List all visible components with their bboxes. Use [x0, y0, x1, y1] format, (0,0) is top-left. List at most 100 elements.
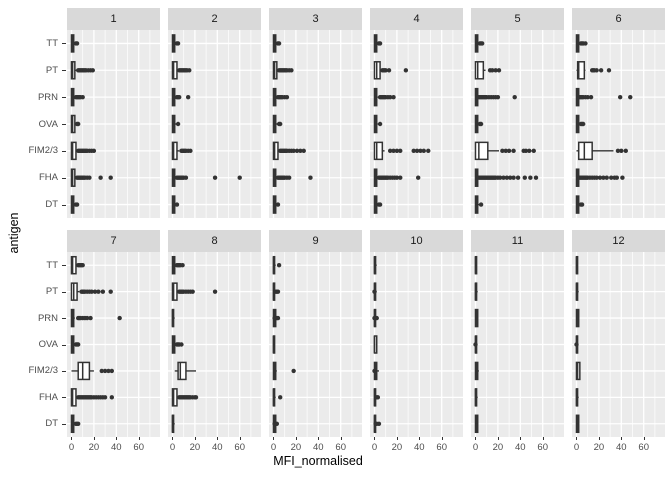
x-tick-label: 60 [436, 442, 447, 453]
y-tick-label: PRN [37, 312, 58, 324]
y-tick-mark [62, 265, 66, 267]
x-tick-label: 0 [68, 442, 75, 453]
x-tick-mark [194, 437, 196, 440]
x-tick-mark [273, 437, 275, 440]
x-axis-title: MFI_normalised [273, 454, 363, 468]
y-tick-label: PRN [37, 91, 58, 103]
x-tick-mark [576, 437, 578, 440]
facet-label: 2 [211, 13, 218, 25]
facet-panel [370, 30, 463, 218]
x-tick-mark [475, 437, 477, 440]
x-tick-label: 40 [313, 442, 324, 453]
facet-panel [471, 252, 564, 437]
y-tick-mark [62, 177, 66, 179]
facet-strip: 7 [67, 230, 160, 252]
facet-panel-svg [572, 30, 665, 218]
x-tick-mark [71, 437, 73, 440]
facet-panel [269, 30, 362, 218]
x-tick-mark [239, 437, 241, 440]
x-tick-mark [340, 437, 342, 440]
facet-panel-svg [269, 252, 362, 437]
facet-panel-svg [370, 252, 463, 437]
y-tick-label: FIM2/3 [28, 145, 58, 157]
x-tick-mark [217, 437, 219, 440]
y-tick-label: TT [46, 37, 58, 49]
facet-panel [370, 252, 463, 437]
facet-label: 4 [413, 13, 420, 25]
facet-panel [67, 30, 160, 218]
x-tick-mark [542, 437, 544, 440]
facet-strip: 11 [471, 230, 564, 252]
y-tick-mark [62, 150, 66, 152]
y-tick-mark [62, 70, 66, 72]
x-tick-mark [172, 437, 174, 440]
facet-label: 5 [514, 13, 521, 25]
x-tick-label: 20 [88, 442, 100, 453]
x-tick-label: 20 [189, 442, 201, 453]
y-tick-label: FHA [39, 172, 58, 184]
facet-strip: 4 [370, 8, 463, 30]
y-tick-mark [62, 344, 66, 346]
x-tick-label: 20 [593, 442, 605, 453]
x-tick-label: 40 [212, 442, 223, 453]
facet-panel [67, 252, 160, 437]
facet-strip: 12 [572, 230, 665, 252]
facet-strip: 8 [168, 230, 261, 252]
x-tick-mark [396, 437, 398, 440]
facet-panel-svg [370, 30, 463, 218]
x-tick-label: 0 [270, 442, 277, 453]
y-tick-mark [62, 97, 66, 99]
x-tick-mark [520, 437, 522, 440]
facet-label: 11 [511, 235, 524, 247]
facet-label: 1 [110, 13, 117, 25]
x-tick-mark [419, 437, 421, 440]
facet-label: 10 [410, 235, 423, 247]
facet-strip: 3 [269, 8, 362, 30]
facet-panel-svg [67, 30, 160, 218]
facet-panel-svg [67, 252, 160, 437]
facet-strip: 2 [168, 8, 261, 30]
x-tick-label: 40 [111, 442, 122, 453]
facet-panel [572, 252, 665, 437]
y-tick-mark [62, 124, 66, 125]
facet-label: 7 [110, 235, 117, 247]
y-tick-mark [62, 397, 66, 399]
x-tick-mark [318, 437, 320, 440]
x-tick-label: 20 [391, 442, 403, 453]
y-tick-mark [62, 204, 66, 206]
y-tick-mark [62, 318, 66, 320]
facet-panel [168, 30, 261, 218]
x-tick-mark [441, 437, 443, 440]
y-tick-mark [62, 291, 66, 293]
y-tick-label: PT [45, 64, 58, 76]
y-tick-label: OVA [38, 118, 58, 130]
facet-panel-svg [269, 30, 362, 218]
x-tick-label: 60 [537, 442, 548, 453]
facet-panel-svg [168, 252, 261, 437]
x-tick-label: 20 [492, 442, 504, 453]
y-tick-label: DT [45, 199, 58, 211]
y-tick-label: OVA [38, 339, 58, 350]
x-tick-mark [598, 437, 600, 440]
x-tick-label: 60 [234, 442, 245, 453]
x-tick-mark [643, 437, 645, 440]
x-tick-label: 60 [335, 442, 346, 453]
facet-label: 6 [615, 13, 622, 25]
x-tick-label: 40 [414, 442, 425, 453]
x-tick-label: 0 [573, 442, 580, 453]
y-tick-label: TT [46, 259, 58, 271]
facet-panel [269, 252, 362, 437]
facet-panel-svg [168, 30, 261, 218]
facet-strip: 9 [269, 230, 362, 252]
y-tick-mark [62, 43, 66, 45]
facet-panel [168, 252, 261, 437]
facet-label: 12 [612, 235, 625, 247]
x-tick-mark [138, 437, 140, 440]
y-tick-label: FHA [39, 391, 58, 403]
facet-panel [572, 30, 665, 218]
x-tick-label: 0 [371, 442, 378, 453]
facet-label: 9 [312, 235, 319, 247]
facet-strip: 6 [572, 8, 665, 30]
x-tick-mark [621, 437, 623, 440]
